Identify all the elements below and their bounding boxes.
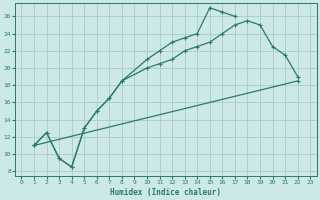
X-axis label: Humidex (Indice chaleur): Humidex (Indice chaleur) (110, 188, 221, 197)
